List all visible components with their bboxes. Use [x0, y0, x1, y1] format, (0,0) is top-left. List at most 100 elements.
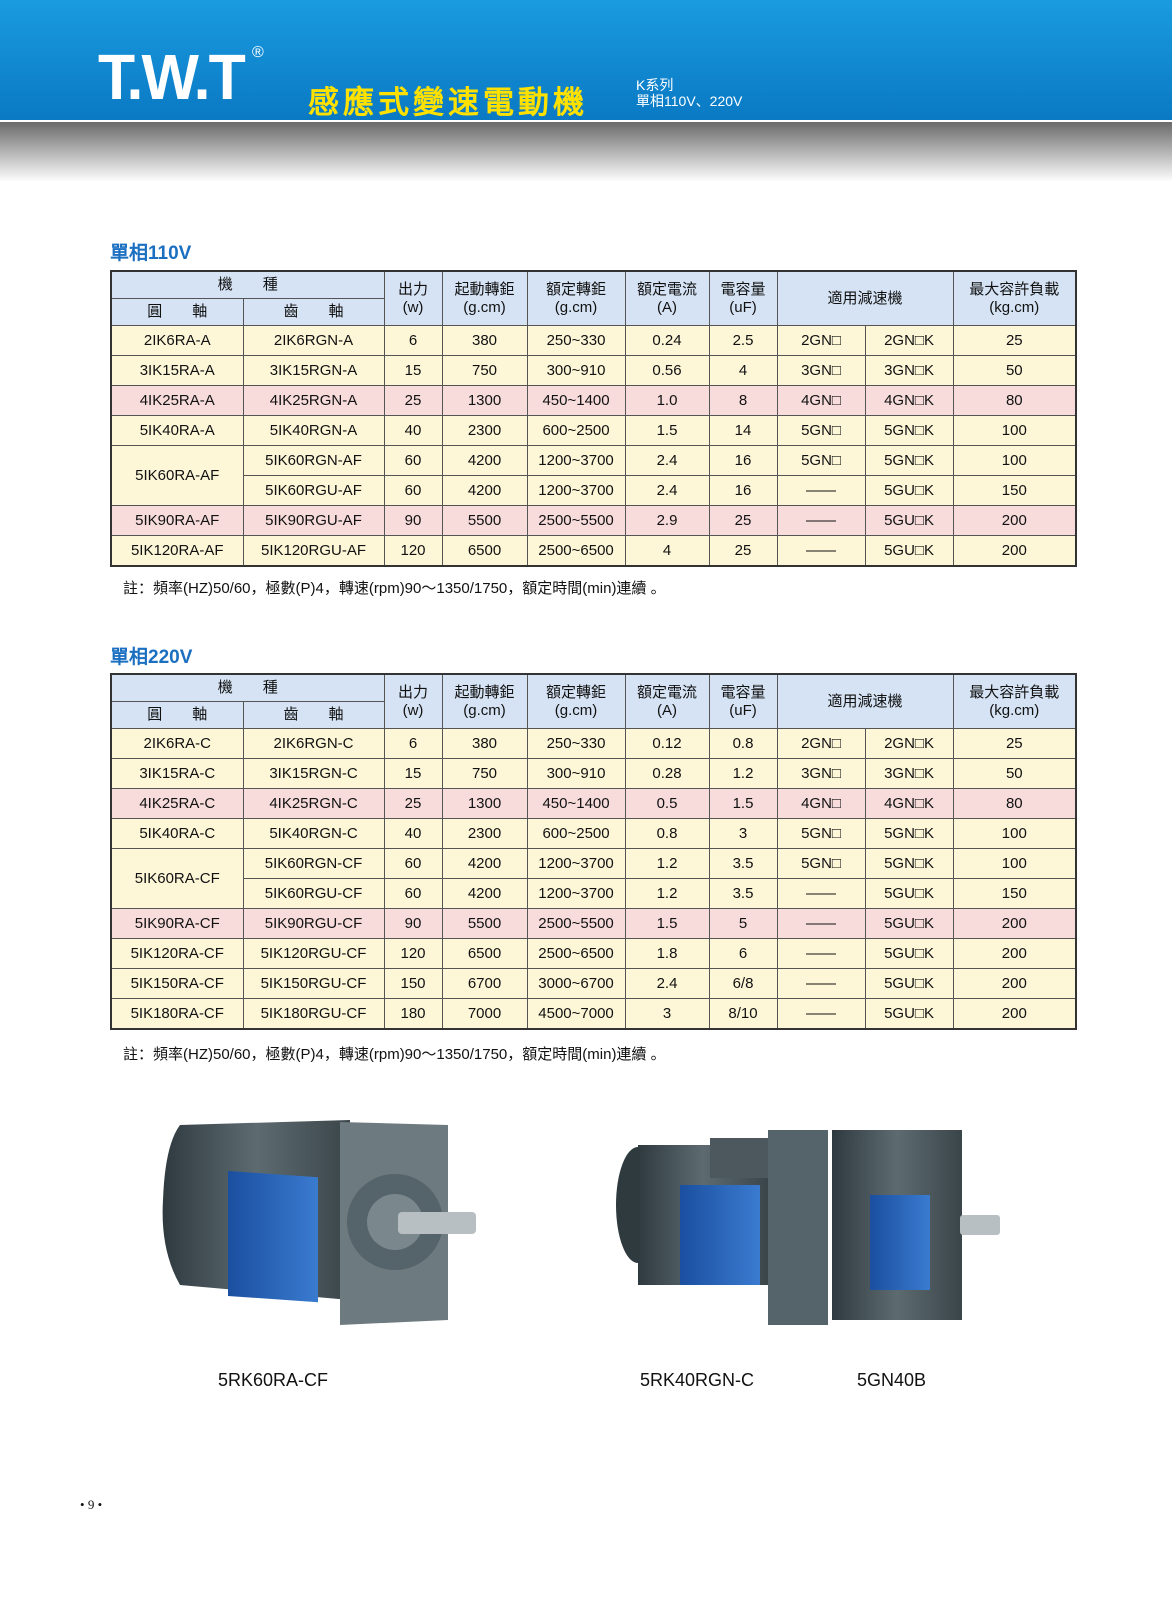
- product-photos: [162, 1120, 1000, 1325]
- table-cell: 5IK180RA-CF: [110, 998, 244, 1030]
- table-cell: 4IK25RGN-A: [242, 385, 385, 416]
- table-cell: 2GN□K: [864, 728, 954, 759]
- motor-2: [616, 1130, 1000, 1325]
- table-cell: 1.5: [624, 908, 710, 939]
- table-cell: 40: [383, 818, 443, 849]
- table-cell: 6700: [441, 968, 528, 999]
- table-cell: 3GN□K: [864, 355, 954, 386]
- table-cell: 5IK150RGU-CF: [242, 968, 385, 999]
- table-cell: 5GU□K: [864, 908, 954, 939]
- table-cell: 2.4: [624, 445, 710, 476]
- head-cell: 起動轉鉅 (g.cm): [441, 673, 528, 729]
- table-row: 5IK40RA-C 5IK40RGN-C 40 2300 600~2500 0.8 3 5GN…: [110, 818, 1077, 849]
- table-row: 5IK40RA-A 5IK40RGN-A 40 2300 600~2500 1.5 14 5G…: [110, 415, 1077, 446]
- head-line: (kg.cm): [989, 298, 1040, 316]
- table-body: 2IK6RA-C 2IK6RGN-C 6 380 250~330 0.12 0.8 2GN□ 2…: [110, 728, 1077, 1030]
- table-cell: 1200~3700: [526, 848, 626, 879]
- table-cell: 25: [952, 728, 1077, 759]
- table-cell: 5IK40RGN-C: [242, 818, 385, 849]
- table-cell: 90: [383, 505, 443, 536]
- table-cell: 0.8: [624, 818, 710, 849]
- table-cell: 150: [952, 878, 1077, 909]
- table-cell: 5IK90RA-CF: [110, 908, 244, 939]
- table-head: 機 種出力 (w) 起動轉鉅 (g.cm) 額定轉鉅 (g.cm) 額定電流 (A) 電容量 (u…: [110, 673, 1077, 729]
- head-cell: 出力 (w): [383, 673, 443, 729]
- table-cell: 5IK60RGU-AF: [242, 475, 385, 506]
- table-cell: 4500~7000: [526, 998, 626, 1030]
- table-cell: 5IK150RA-CF: [110, 968, 244, 999]
- head-cell: 適用減速機: [776, 270, 954, 326]
- table-cell: 4200: [441, 445, 528, 476]
- table-cell: 5IK90RGU-AF: [242, 505, 385, 536]
- table-cell: 3.5: [708, 878, 778, 909]
- table-cell: 6500: [441, 535, 528, 567]
- table-cell: 2IK6RA-C: [110, 728, 244, 759]
- table-body: 2IK6RA-A 2IK6RGN-A 6 380 250~330 0.24 2.5 2GN□ 2…: [110, 325, 1077, 567]
- head-line: 額定電流: [637, 280, 698, 298]
- table-cell: 2300: [441, 818, 528, 849]
- head-line: 出力: [398, 280, 429, 298]
- table-cell: 5IK60RGN-AF: [242, 445, 385, 476]
- table-cell: ——: [776, 535, 866, 567]
- head-line: (w): [402, 298, 424, 316]
- table-cell: 5IK90RA-AF: [110, 505, 244, 536]
- table-cell: 2500~6500: [526, 535, 626, 567]
- table-cell: 1300: [441, 788, 528, 819]
- table-cell: 60: [383, 878, 443, 909]
- table-cell: 16: [708, 475, 778, 506]
- table-cell: 3: [624, 998, 710, 1030]
- table-cell: 100: [952, 415, 1077, 446]
- table-cell: 5IK40RGN-A: [242, 415, 385, 446]
- table-row: 5IK60RA-AF 5IK60RGN-AF 60 4200 1200~3700 2.4 1…: [110, 445, 1077, 506]
- table-cell: 0.12: [624, 728, 710, 759]
- note: 註：頻率(HZ)50/60，極數(P)4，轉速(rpm)90～1350/1750…: [123, 580, 666, 597]
- product-caption: 5GN40B: [857, 1370, 927, 1390]
- table-cell: 4GN□K: [864, 788, 954, 819]
- table-cell: 5GN□: [776, 818, 866, 849]
- table-cell: 60: [383, 848, 443, 879]
- head-cell: 最大容許負載 (kg.cm): [952, 270, 1077, 326]
- table-cell: 3IK15RGN-A: [242, 355, 385, 386]
- table-cell: 5GN□: [776, 415, 866, 446]
- head-line: 額定電流: [637, 683, 698, 701]
- table-cell: 2500~6500: [526, 938, 626, 969]
- head-line: (uF): [729, 298, 757, 316]
- table-cell: 4IK25RGN-C: [242, 788, 385, 819]
- table-cell: 0.8: [708, 728, 778, 759]
- table-cell: 3000~6700: [526, 968, 626, 999]
- table-cell: 2.4: [624, 968, 710, 999]
- table-cell: 100: [952, 818, 1077, 849]
- table-cell: 600~2500: [526, 415, 626, 446]
- table-cell: 300~910: [526, 355, 626, 386]
- head-cell: 齒 軸: [242, 701, 385, 729]
- table-cell: ——: [776, 908, 866, 939]
- table-cell: 2GN□: [776, 325, 866, 356]
- table-cell: 2IK6RGN-A: [242, 325, 385, 356]
- head-line: (w): [402, 701, 424, 719]
- table-cell: 4: [624, 535, 710, 567]
- table-cell: 5GU□K: [864, 475, 954, 506]
- table-cell: 750: [441, 758, 528, 789]
- table-cell: 4200: [441, 475, 528, 506]
- table-row: 4IK25RA-A 4IK25RGN-A 25 1300 450~1400 1.0 8 4GN…: [110, 385, 1077, 416]
- table-row: 3IK15RA-C 3IK15RGN-C 15 750 300~910 0.28 1.2 3G…: [110, 758, 1077, 789]
- product-caption: 5RK40RGN-C: [640, 1370, 755, 1390]
- head-line: 最大容許負載: [969, 683, 1060, 701]
- table-cell: 5IK60RA-CF: [110, 848, 244, 909]
- head-cell: 額定轉鉅 (g.cm): [526, 270, 626, 326]
- table-cell: 5IK120RGU-CF: [242, 938, 385, 969]
- table-cell: 2IK6RGN-C: [242, 728, 385, 759]
- table-cell: 1200~3700: [526, 445, 626, 476]
- voltage: 單相110V、220V: [636, 93, 743, 109]
- table-cell: 1200~3700: [526, 878, 626, 909]
- table-cell: 1200~3700: [526, 475, 626, 506]
- table-cell: ——: [776, 505, 866, 536]
- table-cell: 3.5: [708, 848, 778, 879]
- table-row: 5IK120RA-AF 5IK120RGU-AF 120 6500 2500~6500 4…: [110, 535, 1077, 567]
- table-cell: 5GN□K: [864, 818, 954, 849]
- table-cell: 2IK6RA-A: [110, 325, 244, 356]
- table-cell: 5IK60RA-AF: [110, 445, 244, 506]
- table-cell: 2.9: [624, 505, 710, 536]
- table-cell: 120: [383, 938, 443, 969]
- table-cell: 3IK15RA-A: [110, 355, 244, 386]
